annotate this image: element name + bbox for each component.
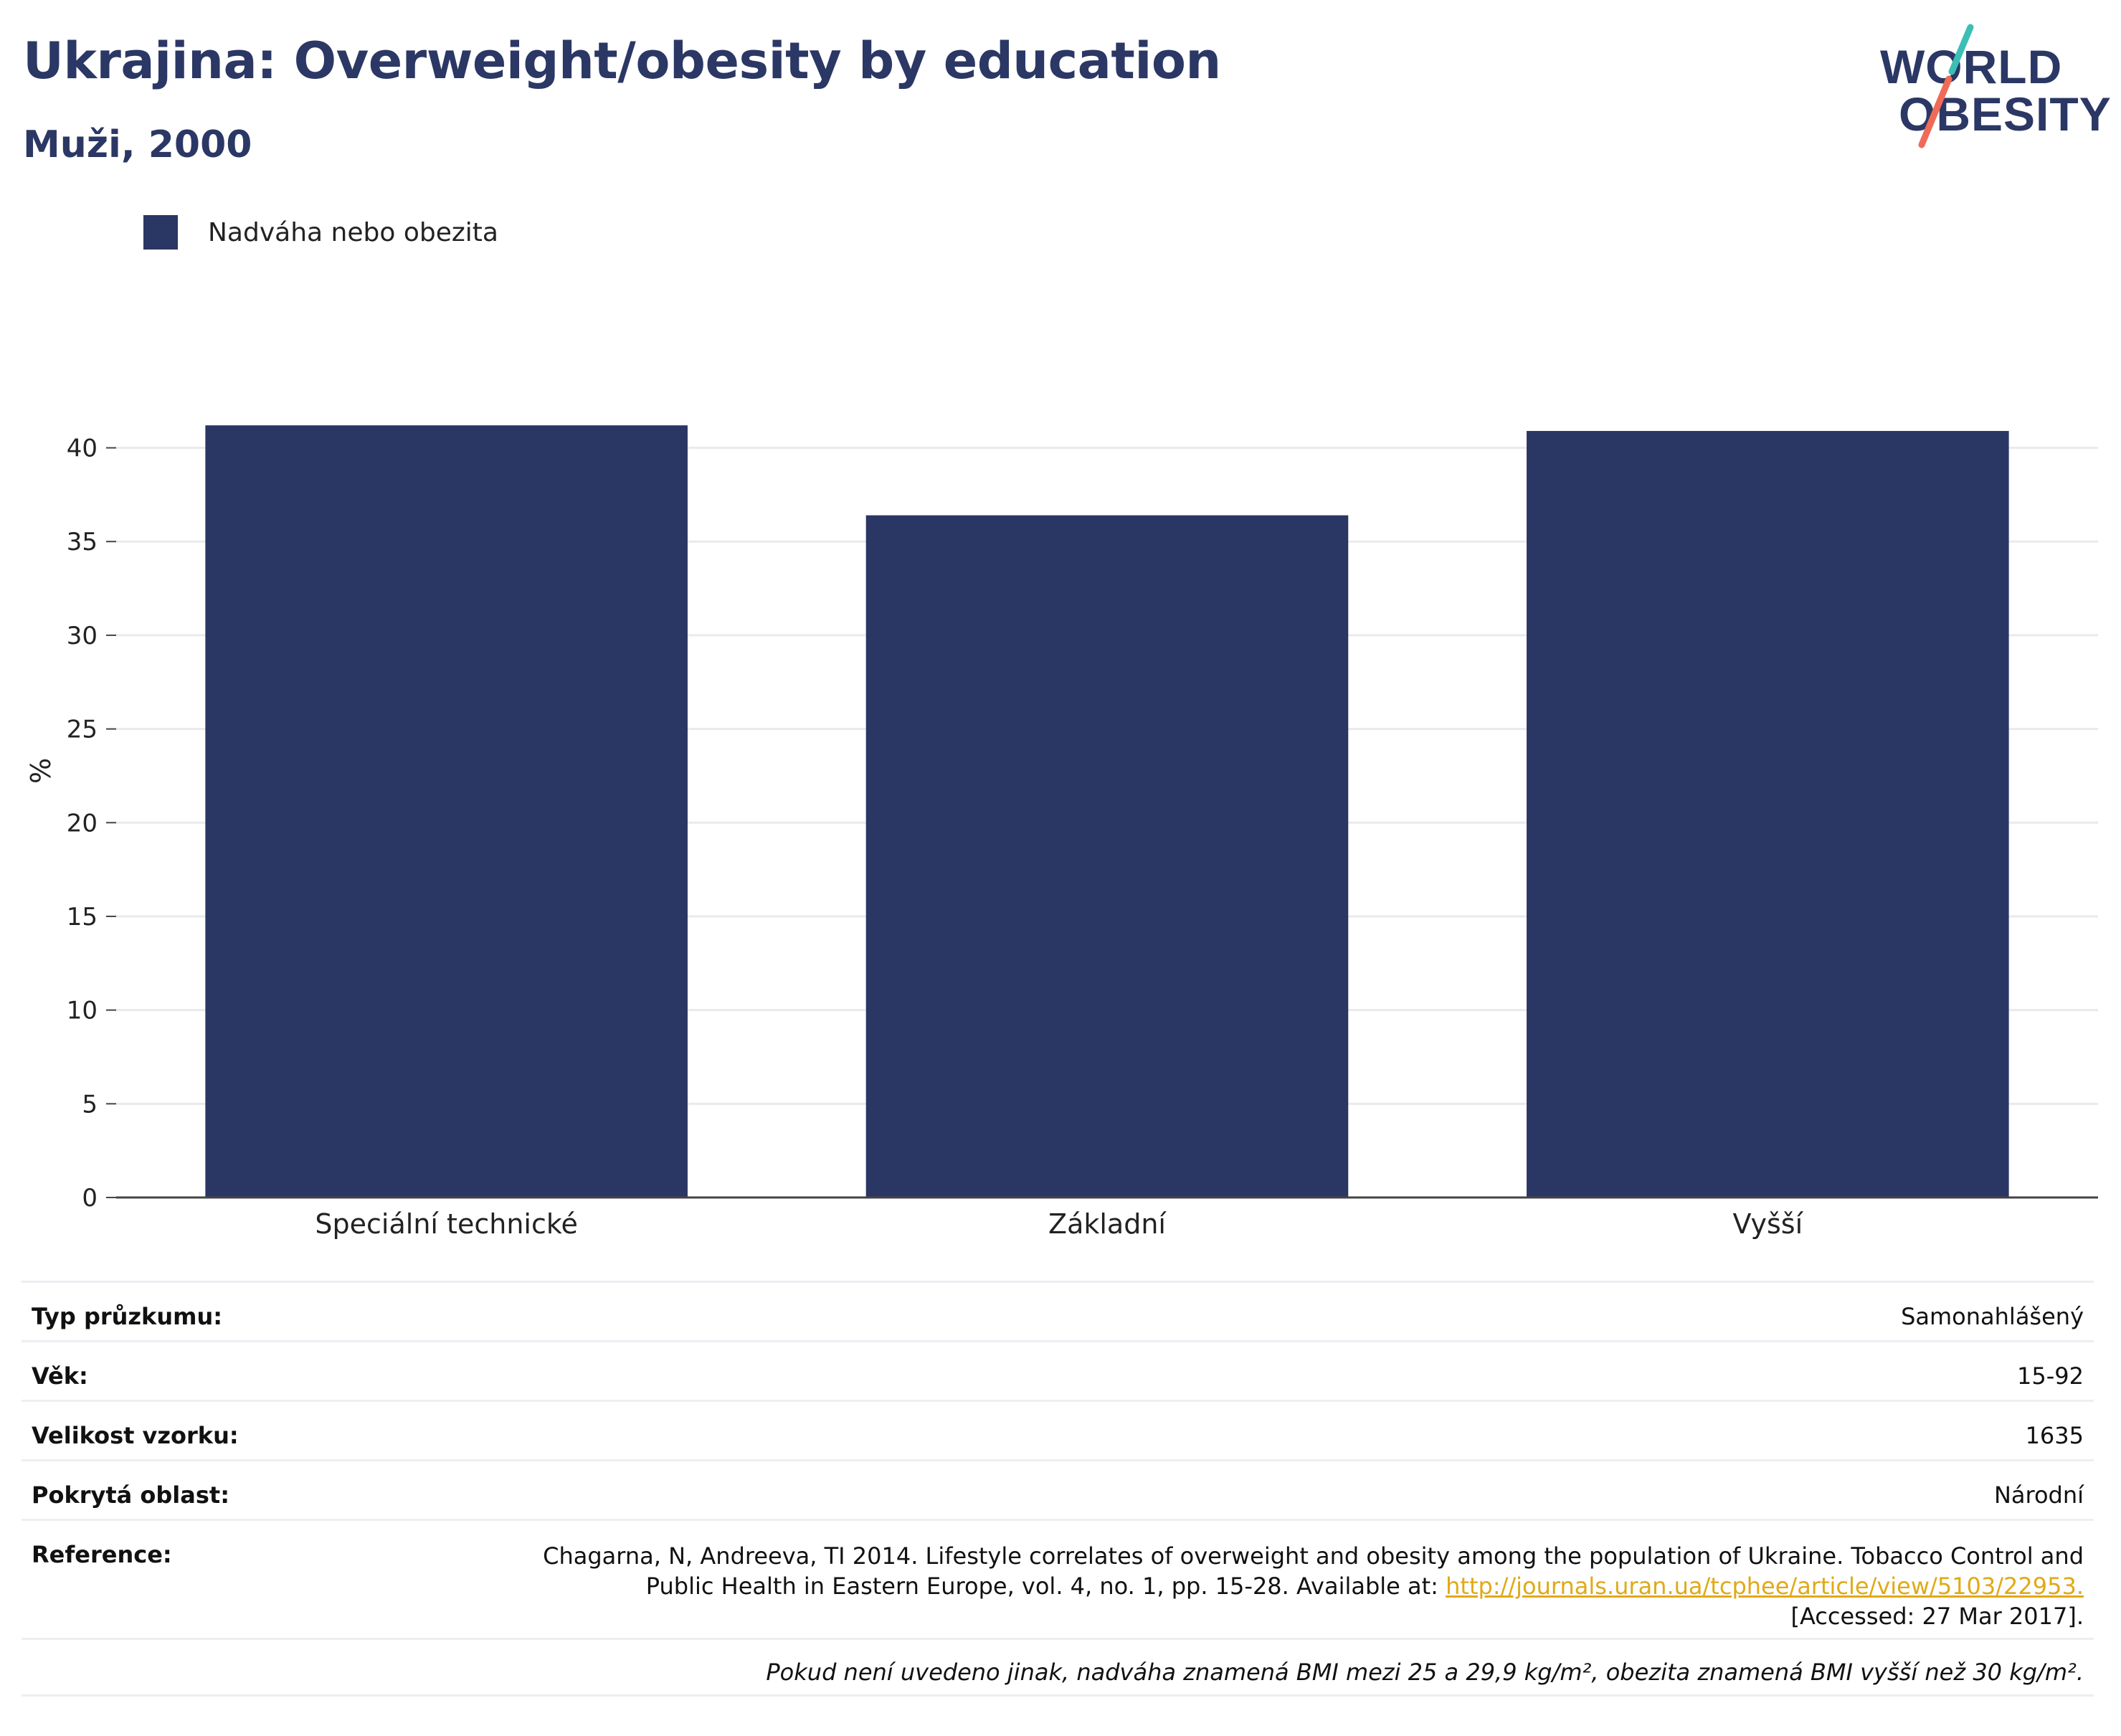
reference-citation: Chagarna, N, Andreeva, TI 2014. Lifestyl… xyxy=(543,1542,2084,1600)
reference-text: Chagarna, N, Andreeva, TI 2014. Lifestyl… xyxy=(542,1541,2084,1631)
chart-title: Ukrajina: Overweight/obesity by educatio… xyxy=(23,32,1221,90)
logo-slash-icon xyxy=(1918,24,1974,148)
legend-swatch xyxy=(143,215,178,250)
definition-note: Pokud není uvedeno jinak, nadváha znamen… xyxy=(22,1638,2094,1697)
chart-legend: Nadváha nebo obezita xyxy=(143,215,498,250)
world-obesity-logo: WORLD OBESITY xyxy=(1871,22,2111,151)
y-tick-label: 40 xyxy=(67,435,98,463)
info-row-survey-type: Typ průzkumu: Samonahlášený xyxy=(22,1281,2094,1340)
y-tick-label: 10 xyxy=(67,997,98,1025)
survey-type-value: Samonahlášený xyxy=(1901,1303,2084,1330)
info-row-reference: Reference: Chagarna, N, Andreeva, TI 201… xyxy=(22,1519,2094,1638)
reference-link[interactable]: http://journals.uran.ua/tcphee/article/v… xyxy=(1446,1573,2084,1600)
sample-size-label: Velikost vzorku: xyxy=(32,1422,239,1449)
bar xyxy=(205,425,688,1197)
info-row-age: Věk: 15-92 xyxy=(22,1340,2094,1400)
survey-type-label: Typ průzkumu: xyxy=(32,1303,223,1330)
x-tick-label: Speciální technické xyxy=(315,1208,577,1240)
age-value: 15-92 xyxy=(2017,1362,2084,1390)
y-tick-label: 5 xyxy=(82,1090,98,1119)
y-tick-label: 0 xyxy=(82,1184,98,1213)
chart-subtitle: Muži, 2000 xyxy=(23,123,252,166)
bar-chart: 0 5 10 15 20 25 30 35 40% Speciální technické Zákl… xyxy=(25,425,2098,1240)
info-row-sample-size: Velikost vzorku: 1635 xyxy=(22,1400,2094,1459)
sample-size-value: 1635 xyxy=(2025,1422,2084,1449)
area-value: Národní xyxy=(1993,1481,2084,1509)
survey-info-table: Typ průzkumu: Samonahlášený Věk: 15-92 V… xyxy=(22,1281,2094,1697)
y-axis-label: % xyxy=(25,758,57,784)
y-tick-label: 25 xyxy=(67,716,98,744)
area-label: Pokrytá oblast: xyxy=(32,1481,229,1509)
reference-accessed: [Accessed: 27 Mar 2017]. xyxy=(1790,1603,2084,1630)
y-tick-label: 30 xyxy=(67,622,98,650)
y-tick-label: 35 xyxy=(67,528,98,556)
age-label: Věk: xyxy=(32,1362,88,1390)
bar xyxy=(1527,431,2009,1197)
x-tick-label: Vyšší xyxy=(1733,1208,1804,1240)
y-tick-label: 20 xyxy=(67,809,98,838)
info-row-area: Pokrytá oblast: Národní xyxy=(22,1459,2094,1519)
reference-label: Reference: xyxy=(32,1541,172,1568)
bar xyxy=(865,515,1349,1197)
legend-label: Nadváha nebo obezita xyxy=(208,217,498,247)
logo-text-world: WORLD xyxy=(1880,40,2063,93)
y-tick-label: 15 xyxy=(67,903,98,931)
x-tick-label: Základní xyxy=(1048,1208,1167,1240)
